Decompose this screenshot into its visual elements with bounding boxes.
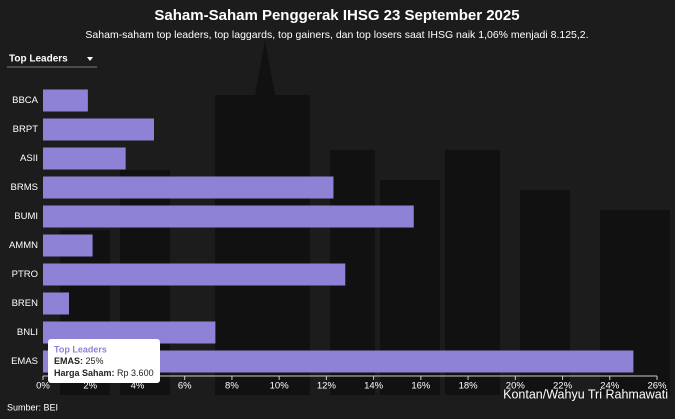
- x-tick-label: 24%: [600, 381, 620, 392]
- x-tick-label: 6%: [178, 381, 192, 392]
- bar: [43, 321, 216, 344]
- x-tick-label: 26%: [647, 381, 667, 392]
- x-tick-label: 8%: [225, 381, 239, 392]
- x-tick-label: 18%: [459, 381, 479, 392]
- tooltip-box: [48, 339, 160, 383]
- x-tick-label: 0%: [36, 381, 50, 392]
- tooltip: Top Leaders EMAS: 25% Harga Saham: Rp 3.…: [48, 339, 160, 383]
- bar: [43, 263, 346, 286]
- tooltip-row: EMAS: 25%: [54, 356, 104, 366]
- bar: [43, 118, 154, 141]
- y-tick-label: PTRO: [12, 269, 38, 280]
- x-tick-label: 10%: [270, 381, 290, 392]
- dropdown-arrow[interactable]: [87, 57, 93, 61]
- x-tick-label: 22%: [553, 381, 573, 392]
- tooltip-value: 25%: [86, 356, 104, 366]
- x-tick-label: 14%: [364, 381, 384, 392]
- y-tick-label: EMAS: [11, 356, 38, 367]
- x-tick-label: 20%: [506, 381, 526, 392]
- dropdown[interactable]: Top Leaders: [7, 54, 97, 68]
- tooltip-label: EMAS:: [54, 356, 83, 366]
- chart-title: Saham-Saham Penggerak IHSG 23 September …: [154, 7, 519, 24]
- y-tick-label: BRPT: [13, 124, 39, 135]
- bar: [43, 147, 126, 170]
- tooltip-row: Harga Saham: Rp 3.600: [54, 368, 154, 378]
- bar: [43, 89, 88, 112]
- y-tick-label: BREN: [12, 298, 39, 309]
- y-tick-label: BUMI: [14, 211, 38, 222]
- x-tick-label: 2%: [83, 381, 97, 392]
- bar: [43, 292, 69, 315]
- dropdown-label[interactable]: Top Leaders: [9, 54, 68, 65]
- tooltip-value: Rp 3.600: [117, 368, 154, 378]
- x-tick-label: 16%: [411, 381, 431, 392]
- y-tick-label: ASII: [20, 153, 38, 164]
- bar: [43, 205, 414, 228]
- y-tick-label: BBCA: [12, 95, 39, 106]
- bar: [43, 350, 634, 373]
- y-tick-label: BNLI: [17, 327, 38, 338]
- y-tick-label: AMMN: [9, 240, 38, 251]
- credit: Kontan/Wahyu Tri Rahmawati: [503, 387, 668, 401]
- bar: [43, 234, 93, 257]
- x-tick-label: 4%: [131, 381, 145, 392]
- tooltip-title: Top Leaders: [54, 344, 107, 354]
- y-tick-label: BRMS: [11, 182, 38, 193]
- source: Sumber: BEI: [7, 402, 58, 412]
- bar: [43, 176, 334, 199]
- x-tick-label: 12%: [317, 381, 337, 392]
- chart-subtitle: Saham-saham top leaders, top laggards, t…: [85, 29, 588, 41]
- tooltip-label: Harga Saham:: [54, 368, 115, 378]
